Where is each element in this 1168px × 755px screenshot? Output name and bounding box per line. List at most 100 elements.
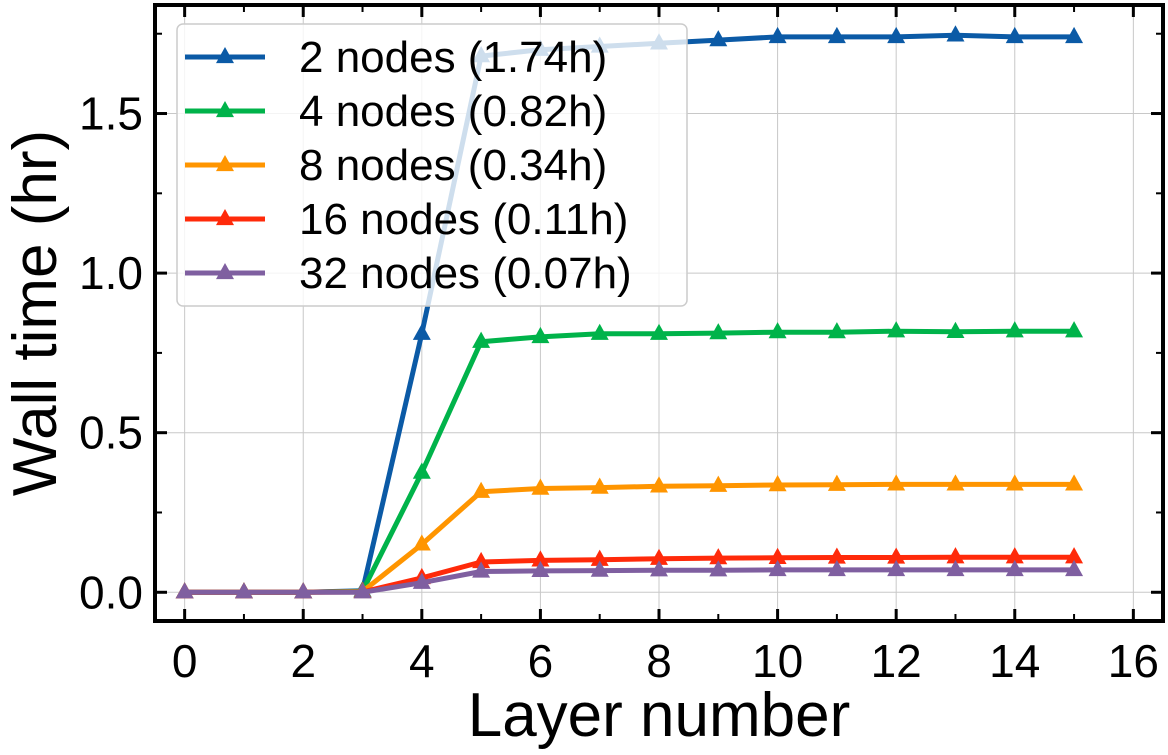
data-point (650, 323, 668, 340)
x-tick-label: 14 (989, 635, 1040, 687)
data-point (709, 30, 728, 47)
data-point (1065, 321, 1084, 338)
x-tick-label: 0 (172, 635, 198, 687)
tick-labels: 0 2 4 6 8 10 12 14 16 0.0 0.5 1.0 1.5 (79, 88, 1159, 687)
data-point (1005, 474, 1024, 491)
data-point (412, 534, 431, 551)
data-point (768, 26, 787, 44)
axis-ticks (155, 5, 1163, 621)
data-point (827, 547, 846, 564)
y-tick-label: 1.0 (79, 247, 143, 299)
data-point (1065, 26, 1084, 44)
legend-marker (216, 100, 234, 118)
data-point (650, 548, 668, 565)
x-tick-label: 8 (646, 635, 672, 687)
data-point (234, 582, 253, 599)
series-line (184, 554, 1075, 595)
data-point (353, 582, 372, 599)
data-point (827, 26, 846, 44)
x-tick-label: 6 (528, 635, 554, 687)
legend-label: 8 nodes (0.34h) (299, 141, 607, 190)
series-line (184, 567, 1075, 595)
series-3 (175, 474, 1084, 599)
data-point (827, 474, 846, 491)
legend-marker (216, 262, 234, 280)
data-point (472, 561, 491, 578)
data-point (827, 559, 846, 577)
data-point (887, 547, 906, 564)
legend-item: 16 nodes (0.11h) (185, 195, 628, 244)
legend-box (176, 23, 688, 307)
data-point (709, 560, 728, 577)
data-point (472, 331, 491, 348)
legend-item: 2 nodes (1.74h) (185, 33, 607, 82)
data-point (531, 560, 550, 578)
legend-marker (216, 46, 234, 64)
data-point (1005, 321, 1024, 338)
data-point (1065, 559, 1084, 577)
data-point (946, 474, 965, 491)
legend-item: 32 nodes (0.07h) (185, 249, 632, 298)
data-point (590, 323, 609, 340)
x-tick-label: 2 (290, 635, 316, 687)
data-point (1005, 26, 1024, 44)
data-point (768, 322, 787, 339)
data-point (590, 560, 609, 577)
x-tick-label: 12 (871, 635, 922, 687)
legend-label: 32 nodes (0.07h) (299, 249, 632, 298)
data-point (1065, 474, 1084, 491)
data-point (294, 582, 313, 599)
data-point (1005, 559, 1024, 577)
data-point (531, 478, 550, 495)
data-point (175, 582, 194, 599)
data-point (531, 326, 550, 344)
data-point (590, 477, 609, 494)
x-tick-label: 16 (1108, 635, 1159, 687)
data-point (709, 548, 728, 565)
legend-label: 2 nodes (1.74h) (299, 33, 607, 82)
legend-label: 16 nodes (0.11h) (299, 195, 628, 244)
data-point (946, 547, 965, 564)
series-5 (175, 559, 1084, 599)
data-point (709, 323, 728, 340)
data-point (1065, 547, 1084, 564)
data-point (946, 25, 965, 42)
data-point (946, 559, 965, 577)
legend: 2 nodes (1.74h) 4 nodes (0.82h) 8 nodes (0… (176, 23, 688, 307)
x-tick-label: 4 (409, 635, 435, 687)
legend-marker (216, 154, 234, 172)
data-point (531, 550, 550, 567)
y-tick-label: 0.0 (79, 566, 143, 618)
data-point (709, 475, 728, 492)
legend-item: 8 nodes (0.34h) (185, 141, 607, 190)
data-point (946, 321, 965, 338)
data-point (768, 559, 787, 577)
data-point (887, 559, 906, 577)
data-point (650, 476, 668, 493)
x-tick-label: 10 (752, 635, 803, 687)
y-tick-label: 0.5 (79, 407, 143, 459)
data-point (412, 572, 431, 589)
data-point (472, 481, 491, 498)
data-point (472, 551, 491, 569)
data-point (1005, 547, 1024, 564)
data-point (887, 26, 906, 44)
data-point (590, 549, 609, 566)
data-point (827, 322, 846, 339)
data-point (412, 462, 431, 479)
y-axis-title: Wall time (hr) (1, 130, 70, 496)
data-point (768, 474, 787, 492)
data-point (768, 547, 787, 564)
series-line (184, 328, 1075, 595)
data-point (650, 560, 668, 577)
series-line (184, 481, 1075, 595)
data-point (412, 323, 431, 340)
legend-item: 4 nodes (0.82h) (185, 87, 607, 136)
data-point (887, 474, 906, 491)
legend-label: 4 nodes (0.82h) (299, 87, 607, 136)
y-tick-label: 1.5 (79, 88, 143, 140)
legend-marker (216, 208, 234, 226)
data-point (887, 321, 906, 338)
x-axis-title: Layer number (468, 681, 851, 750)
